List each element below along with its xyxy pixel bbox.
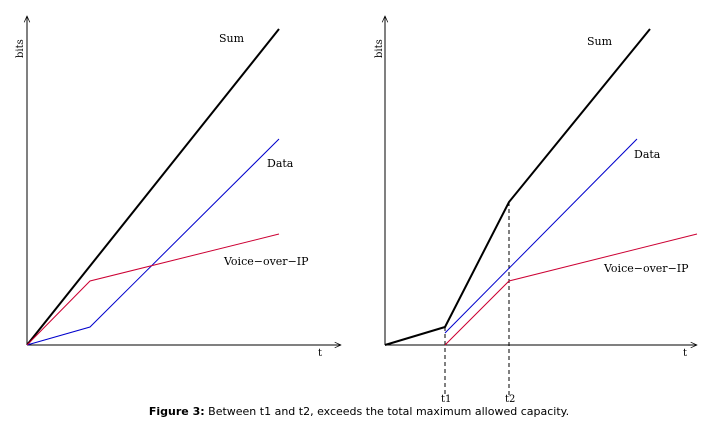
left-x-axis-label: t bbox=[318, 348, 322, 359]
right-data-line bbox=[444, 138, 638, 334]
left-voip-label: Voice−over−IP bbox=[223, 255, 309, 268]
caption-label: Figure 3: bbox=[148, 405, 205, 418]
t1-marker-label: t1 bbox=[441, 394, 451, 405]
right-panel: bits t Sum Data Voice−over−IP t1 t2 bbox=[374, 16, 697, 405]
caption-text: Between t1 and t2, exceeds the total max… bbox=[204, 405, 570, 418]
right-data-label: Data bbox=[634, 148, 661, 161]
left-sum-line bbox=[26, 28, 280, 346]
right-y-axis-label: bits bbox=[374, 39, 385, 58]
left-y-axis-label: bits bbox=[15, 39, 26, 58]
right-sum-line bbox=[384, 28, 651, 346]
left-voip-line bbox=[26, 233, 280, 346]
right-sum-label: Sum bbox=[587, 35, 613, 48]
t2-marker-label: t2 bbox=[505, 394, 515, 405]
left-sum-label: Sum bbox=[219, 32, 245, 45]
left-panel: bits t Sum Data Voice−over−IP bbox=[15, 16, 341, 359]
right-voip-line bbox=[444, 233, 698, 346]
left-data-line bbox=[26, 138, 280, 346]
right-voip-label: Voice−over−IP bbox=[603, 262, 689, 275]
figure-caption: Figure 3: Between t1 and t2, exceeds the… bbox=[0, 405, 718, 418]
left-data-label: Data bbox=[267, 157, 294, 170]
right-x-axis-label: t bbox=[683, 348, 687, 359]
